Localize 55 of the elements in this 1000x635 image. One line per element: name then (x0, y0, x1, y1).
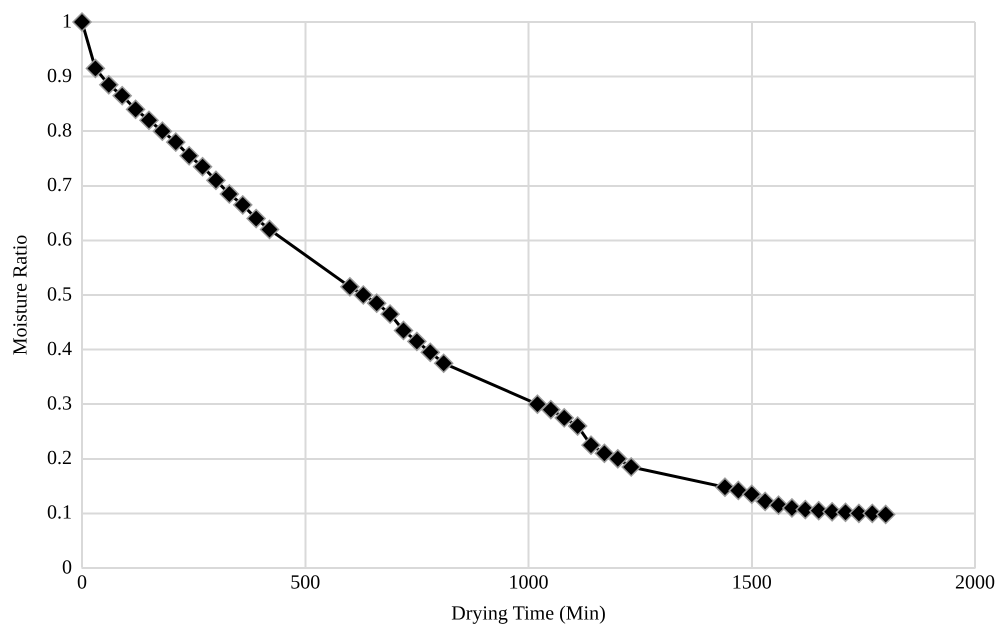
y-tick-label: 0.4 (47, 338, 72, 360)
point (126, 100, 146, 120)
point (434, 354, 454, 373)
y-tick-label: 0.1 (47, 502, 72, 524)
point (340, 277, 360, 297)
x-tick-label: 1500 (732, 571, 772, 594)
y-tick-label: 0.8 (47, 119, 72, 142)
point (220, 184, 240, 204)
point (72, 12, 92, 32)
point (366, 293, 386, 313)
point (742, 484, 762, 504)
x-tick-label: 500 (290, 571, 320, 594)
y-tick-label: 0.6 (47, 228, 72, 251)
point (768, 495, 788, 515)
point (139, 110, 159, 130)
point (232, 195, 252, 215)
point (554, 408, 574, 428)
point (192, 156, 212, 176)
y-tick-label: 0.2 (47, 447, 72, 470)
y-tick-label: 0.3 (47, 392, 72, 414)
point (876, 504, 896, 524)
point (354, 285, 374, 305)
point (99, 75, 119, 95)
point (206, 170, 226, 190)
point (166, 132, 186, 152)
x-tick-label: 2000 (955, 571, 995, 594)
point (621, 457, 641, 477)
y-tick-label: 0.9 (47, 64, 72, 87)
point (581, 435, 601, 455)
point (152, 121, 172, 141)
x-axis-title: Drying Time (Min) (451, 602, 606, 624)
y-axis-title: Moisture Ratio (9, 234, 32, 356)
point (246, 208, 266, 228)
point (86, 58, 106, 78)
point (755, 492, 775, 512)
point (179, 146, 199, 166)
point (715, 477, 735, 497)
point (380, 304, 400, 324)
point (594, 444, 614, 464)
x-tick-label: 0 (77, 571, 87, 594)
y-tick-label: 0.7 (47, 174, 72, 196)
point (112, 86, 132, 106)
point (420, 342, 440, 362)
point (728, 480, 748, 500)
x-tick-label: 1000 (508, 571, 548, 594)
point (394, 320, 414, 340)
y-tick-label: 0.5 (47, 283, 72, 306)
y-tick-label: 1 (62, 10, 72, 32)
point (568, 416, 588, 436)
point (260, 220, 280, 240)
point (528, 394, 548, 414)
point (608, 449, 628, 469)
point (407, 332, 427, 352)
point (541, 400, 561, 420)
y-tick-label: 0 (62, 556, 72, 578)
